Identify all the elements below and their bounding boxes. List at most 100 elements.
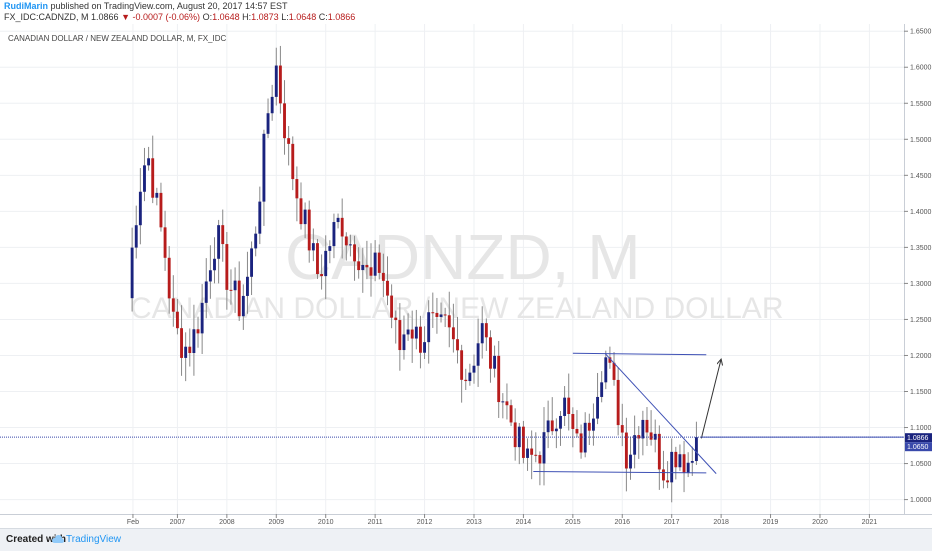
time-tick-label: 2021 [862,519,878,526]
candle-body [200,302,204,334]
watermark-name: CANADIAN DOLLAR / NEW ZEALAND DOLLAR [130,292,783,325]
candle-body [447,315,451,328]
time-tick-label: 2010 [318,519,334,526]
low-value: 1.0648 [288,12,317,22]
candle-body [303,209,307,225]
candle-body [130,247,134,299]
candle-body [493,355,497,369]
price-axis[interactable]: 1.0000 1.0500 1.1000 1.1500 1.2000 1.2500 1.30… [904,24,932,514]
candle-body [489,337,492,369]
price-tag-bg [905,433,932,443]
candle-body [361,264,365,271]
candle-body [287,138,291,144]
chart-title: CANADIAN DOLLAR / NEW ZEALAND DOLLAR, M,… [8,34,226,43]
candle-body [278,65,282,104]
tradingview-logo-text[interactable]: TradingView [66,534,122,545]
candle-body [266,113,270,134]
price-tick-label: 1.0500 [910,461,932,468]
candle-body [316,243,319,275]
close-value: 1.0866 [327,12,356,22]
last-price: 1.0866 [91,12,119,22]
candle-body [138,191,142,226]
candle-body [435,312,439,317]
candle-body [641,419,645,439]
candle-body [666,480,670,483]
price-tag-bg [905,442,932,452]
price-tag-label: 1.0650 [907,444,929,451]
price-tick-label: 1.0000 [910,497,932,504]
candle-body [530,448,534,455]
candle-body [427,312,431,343]
price-tick-label: 1.5000 [910,137,932,144]
price-change: -0.0007 (-0.06%) [132,12,201,22]
candle-body [184,346,188,358]
candle-body [410,329,414,339]
price-tick-label: 1.6000 [910,65,932,72]
candle-body [299,198,303,225]
close-label: C: [318,12,328,22]
candle-body [208,270,212,282]
candle-body [559,415,562,429]
candle-body [571,414,575,429]
candle-body [686,462,690,473]
candle-body [171,298,175,312]
price-tick-label: 1.4000 [910,209,932,216]
candle-body [620,425,624,433]
candle-body [649,432,653,440]
candle-body [505,401,509,406]
candle-body [250,248,254,277]
time-tick-label: 2014 [516,519,532,526]
trendline-annotations[interactable] [533,352,904,474]
candle-body [332,222,336,247]
candle-body [344,236,348,246]
candle-body [575,428,579,434]
candle-body [159,192,163,228]
candle-body [414,326,418,339]
candle-body [283,103,286,139]
candle-body [237,280,241,317]
price-tick-label: 1.4500 [910,173,932,180]
candle-body [521,426,525,458]
time-tick-label: 2015 [565,519,581,526]
candle-body [295,179,299,199]
price-tags: 1.0866 1.0650 [905,433,932,452]
candle-body [662,469,665,481]
candle-body [394,317,398,321]
candle-body [645,419,649,433]
candle-body [163,227,167,258]
high-value: 1.0873 [251,12,279,22]
candle-body [381,272,385,281]
candle-body [554,428,558,432]
candle-body [464,379,468,382]
candle-body [563,397,567,416]
candle-body [439,314,443,317]
candle-body [513,422,517,448]
price-tick-label: 1.5500 [910,101,932,108]
candle-body [386,280,389,296]
candle-body [270,96,274,114]
candle-body [419,326,422,353]
candle-body [406,329,410,335]
time-tick-label: 2009 [268,519,284,526]
time-axis[interactable]: Feb 2007 2008 2009 2010 2011 2012 2013 2014 2015 2… [0,514,932,526]
created-with-text: Created with [6,534,67,545]
time-tick-label: 2018 [713,519,729,526]
author-link[interactable]: RudiMarin [4,1,48,11]
candle-body [509,405,513,423]
projection-arrow [700,359,721,439]
candle-body [476,343,480,366]
candle-body [497,355,501,403]
candle-body [604,357,608,383]
candle-body [175,311,179,329]
candle-body [357,261,361,271]
candle-body [567,397,571,415]
candle-body [291,143,295,180]
price-chart[interactable]: CADNZD, M CANADIAN DOLLAR / NEW ZEALAND … [0,24,932,528]
footer-bar: Created with TradingView [0,528,932,551]
resistance-line [572,352,707,356]
candle-body [307,209,311,251]
candle-body [311,243,315,251]
price-tick-label: 1.1500 [910,389,932,396]
candle-body [221,225,225,245]
open-value: 1.0648 [212,12,240,22]
